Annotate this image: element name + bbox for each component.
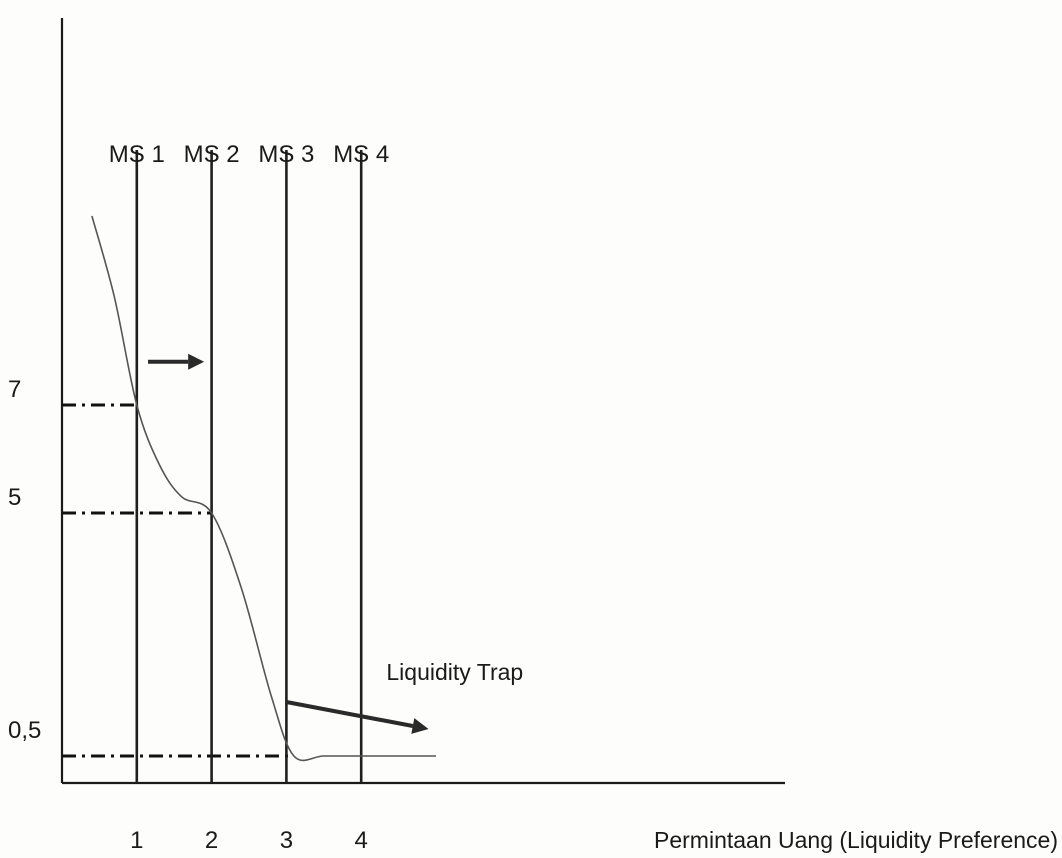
shift-arrow-head [188, 353, 205, 370]
liquidity-trap-label: Liquidity Trap [386, 659, 523, 685]
money-supply-lines [135, 150, 363, 783]
x-tick-label-3: 3 [280, 827, 293, 854]
x-axis-title: Permintaan Uang (Liquidity Preference) [654, 827, 1058, 853]
liquidity-preference-curve [91, 215, 436, 762]
liquidity-trap-arrow-shaft [286, 700, 414, 728]
x-tick-label-2: 2 [205, 827, 218, 854]
liquidity-trap-arrow-head [411, 718, 429, 734]
arrows [148, 353, 429, 734]
ms-label-3: MS 3 [258, 141, 314, 168]
ms-label-1: MS 1 [109, 141, 165, 168]
reference-lines [62, 403, 294, 758]
x-tick-label-1: 1 [130, 827, 143, 854]
demand-curve-group [91, 215, 436, 762]
y-tick-label-3: 0,5 [8, 717, 41, 744]
y-tick-label-2: 5 [8, 484, 21, 511]
y-tick-label-1: 7 [8, 376, 21, 403]
ms-label-2: MS 2 [184, 141, 240, 168]
axes [60, 18, 785, 785]
x-tick-label-4: 4 [355, 827, 368, 854]
ms-label-4: MS 4 [333, 141, 389, 168]
labels: MS 1 MS 2 MS 3 MS 4 Liquidity Trap 1 2 3 4 7 5 0,5 [8, 141, 523, 854]
